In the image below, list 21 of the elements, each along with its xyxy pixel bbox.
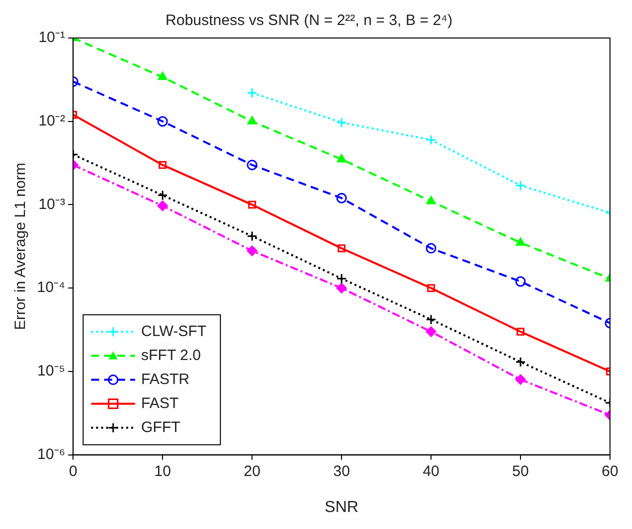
legend-label: FASTR [141,370,190,388]
x-tick-label: 50 [512,462,529,480]
legend-label: GFFT [141,418,180,436]
legend-label: FAST [141,394,179,412]
y-tick-label: 10⁻² [38,112,66,130]
x-axis-title: SNR [324,498,358,516]
x-tick-label: 40 [422,462,440,480]
x-tick-label: 20 [244,462,260,480]
chart-title: Robustness vs SNR (N = 2²², n = 3, B = 2⁴) [166,12,452,30]
x-tick-label: 30 [333,462,350,480]
y-tick-label: 10⁻⁶ [37,446,66,463]
legend-label: sFFT 2.0 [141,346,201,364]
y-tick-label: 10⁻¹ [38,29,66,46]
x-tick-label: 10 [154,462,171,480]
y-tick-label: 10⁻⁴ [36,279,66,296]
x-tick-label: 60 [602,462,618,480]
y-axis-title: Error in Average L1 norm [12,162,30,330]
y-tick-label: 10⁻³ [38,196,66,213]
legend-label: CLW-SFT [141,322,206,340]
y-tick-label: 10⁻⁵ [37,362,66,380]
x-tick-label: 0 [68,462,78,480]
